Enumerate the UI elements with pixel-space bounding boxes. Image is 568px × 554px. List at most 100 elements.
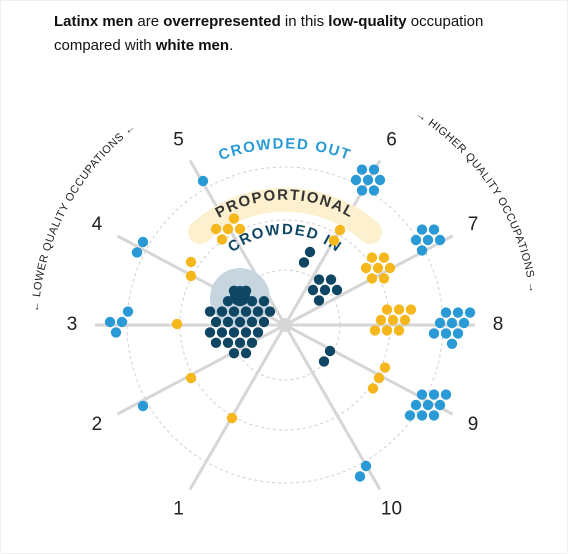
dot [137, 400, 149, 412]
dot [422, 234, 434, 246]
dot [350, 174, 362, 186]
spoke [116, 323, 286, 416]
dot [428, 224, 440, 235]
dot [240, 306, 252, 317]
dot [356, 164, 368, 175]
dot [428, 410, 440, 421]
dot [197, 175, 209, 187]
dot [298, 257, 310, 268]
spoke-label: 10 [381, 498, 402, 519]
dot [378, 252, 390, 263]
title-segment: in this [280, 13, 329, 30]
dot [234, 223, 246, 235]
dot [185, 256, 197, 268]
focus-dot [230, 286, 250, 306]
dot [228, 347, 240, 359]
dot [331, 284, 343, 296]
dot [399, 314, 411, 326]
dot [422, 399, 434, 411]
title-segment: are [133, 13, 164, 30]
dot [137, 236, 149, 248]
title-segment: . [229, 37, 234, 54]
title-segment: overrepresented [163, 13, 281, 30]
dot [246, 316, 258, 328]
dot [440, 307, 452, 318]
title-segment: occupation compared with [54, 13, 484, 54]
dot [210, 223, 222, 235]
dot [222, 337, 234, 348]
dot [304, 246, 316, 258]
dot [368, 164, 380, 175]
dot [185, 270, 197, 282]
dot [381, 325, 393, 336]
dot [434, 317, 446, 329]
dot [318, 356, 330, 367]
dot [334, 224, 346, 236]
axis-label: ← LOWER QUALITY OCCUPATIONS ← [30, 121, 139, 313]
dot [116, 316, 128, 328]
dot [367, 383, 379, 394]
dot [240, 347, 252, 359]
dot [410, 399, 422, 411]
dot [122, 306, 134, 317]
dot [372, 262, 384, 274]
dot [464, 307, 476, 318]
title-segment: Latinx men [54, 13, 134, 30]
dot [440, 328, 452, 339]
dot [234, 316, 246, 328]
spoke-label: 9 [468, 414, 479, 435]
spoke-label: 3 [67, 314, 78, 335]
dot [216, 306, 228, 317]
ring-label-path: CROWDED OUT [216, 135, 352, 164]
ring-label: CROWDED OUT [216, 135, 353, 164]
spoke [284, 323, 454, 416]
dot [434, 234, 446, 246]
dot [222, 223, 234, 235]
dot [110, 327, 122, 338]
dot [328, 235, 340, 246]
dot [362, 174, 374, 186]
dot [354, 471, 366, 482]
dot [258, 316, 270, 328]
dot [185, 372, 197, 384]
spoke-label: 5 [173, 130, 184, 151]
spoke-label: 8 [493, 314, 504, 335]
dot [452, 307, 464, 318]
title: Latinx men are overrepresented in this l… [54, 10, 524, 58]
dot [393, 325, 405, 336]
dot [440, 389, 452, 400]
dot [356, 185, 368, 196]
dot [171, 318, 183, 330]
dot [210, 316, 222, 328]
spoke [188, 324, 287, 491]
spoke-label: 1 [173, 498, 184, 519]
dot [428, 328, 440, 339]
spoke-label: 6 [386, 130, 397, 151]
dot [313, 295, 325, 306]
dot [416, 245, 428, 256]
dot [324, 345, 336, 357]
dot [252, 327, 264, 338]
dot [428, 389, 440, 400]
dot [416, 224, 428, 235]
dot [222, 316, 234, 328]
dot [369, 325, 381, 336]
dot [366, 252, 378, 263]
spoke-label: 7 [468, 214, 479, 235]
dot [410, 234, 422, 246]
dot [416, 389, 428, 400]
dot [360, 460, 372, 472]
dot [204, 306, 216, 317]
axis-label-path: ← LOWER QUALITY OCCUPATIONS ← [30, 121, 138, 313]
dot [387, 314, 399, 326]
spoke-label: 4 [92, 214, 103, 235]
dot [313, 274, 325, 285]
dot [381, 304, 393, 315]
dot [434, 399, 446, 411]
dot [216, 234, 228, 245]
highlight [188, 187, 382, 244]
dot [307, 284, 319, 296]
